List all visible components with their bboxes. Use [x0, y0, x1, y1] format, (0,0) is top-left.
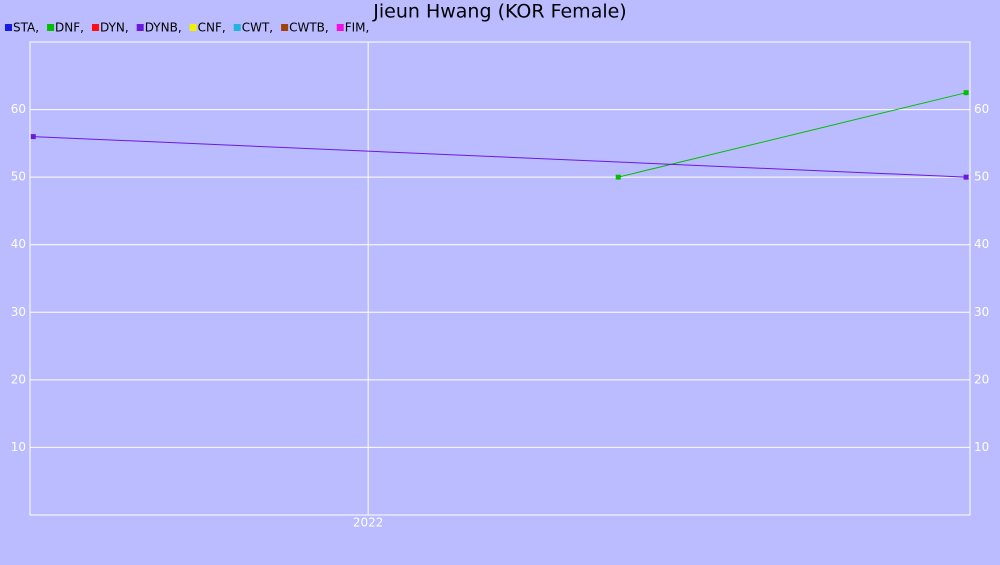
- y-tick-label: 20: [11, 372, 26, 386]
- y2-tick-label: 20: [974, 372, 989, 386]
- legend-swatch: [233, 24, 241, 31]
- legend-label: DYNB,: [145, 21, 182, 35]
- x-tick-label: 2022: [353, 516, 384, 530]
- y2-tick-label: 40: [974, 237, 989, 251]
- legend-label: FIM,: [345, 21, 370, 35]
- legend-swatch: [136, 24, 144, 31]
- legend-swatch: [47, 24, 55, 31]
- chart-title: Jieun Hwang (KOR Female): [372, 1, 626, 23]
- legend-label: CWTB,: [289, 21, 329, 35]
- series-line: [618, 92, 967, 178]
- legend-label: CNF,: [198, 21, 226, 35]
- y2-tick-label: 10: [974, 440, 989, 454]
- y-tick-label: 40: [11, 237, 26, 251]
- legend-swatch: [189, 24, 197, 31]
- legend-swatch: [91, 24, 99, 31]
- data-point: [963, 174, 969, 180]
- plot-frame: [29, 41, 971, 516]
- legend-label: DYN,: [100, 21, 129, 35]
- legend-swatch: [5, 24, 12, 31]
- legend-label: CWT,: [242, 21, 273, 35]
- y-tick-label: 60: [11, 102, 26, 116]
- y2-tick-label: 60: [974, 102, 989, 116]
- legend-label: STA,: [13, 21, 39, 35]
- y-tick-label: 10: [11, 440, 26, 454]
- y2-tick-label: 30: [974, 305, 989, 319]
- legend-swatch: [281, 24, 289, 31]
- series-line: [33, 136, 967, 178]
- y2-tick-label: 50: [974, 170, 989, 184]
- y-tick-label: 50: [11, 170, 26, 184]
- data-point: [30, 134, 36, 140]
- y-tick-label: 30: [11, 305, 26, 319]
- legend-label: DNF,: [55, 21, 84, 35]
- data-point: [963, 90, 969, 96]
- legend-swatch: [336, 24, 344, 31]
- data-point: [615, 174, 621, 180]
